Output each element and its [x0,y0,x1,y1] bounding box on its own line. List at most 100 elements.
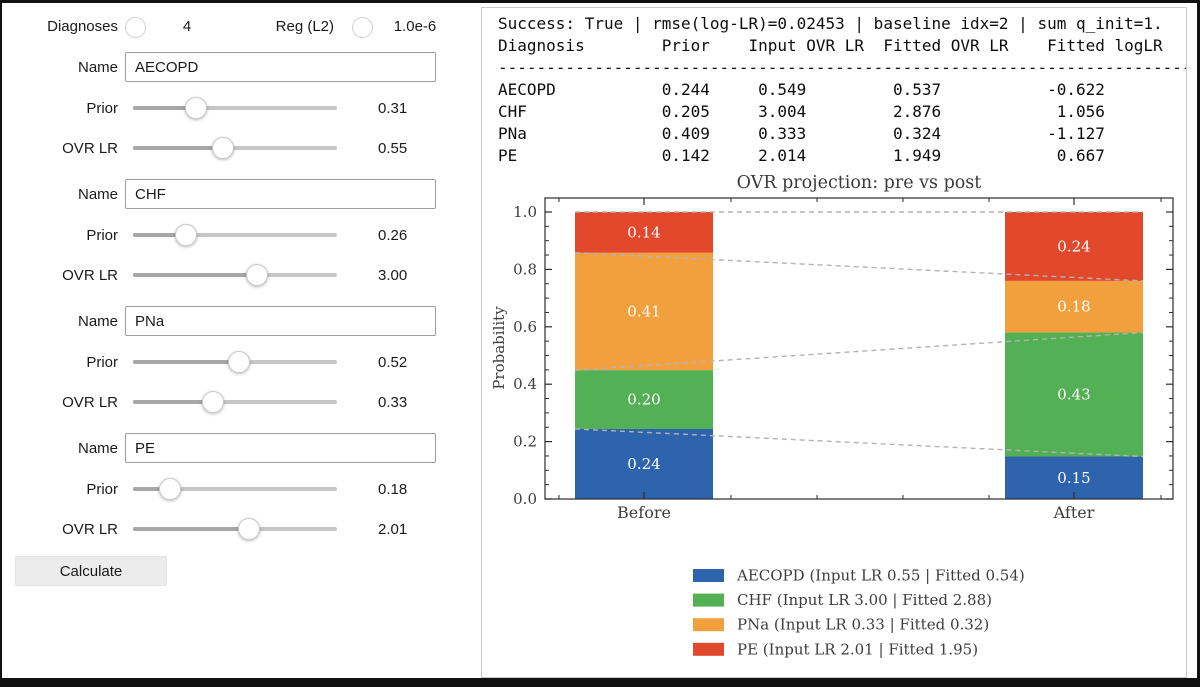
ovr-lr-slider[interactable] [133,260,337,290]
slider-track[interactable] [133,487,337,491]
slider-fill [133,487,170,491]
ovr-lr-label: OVR LR [62,139,118,157]
diagnosis-name-input[interactable] [125,52,436,82]
slider-handle[interactable] [202,391,224,413]
name-label: Name [77,185,118,203]
slider-handle[interactable] [159,478,181,500]
segment-label: 0.43 [1057,386,1090,404]
prior-slider[interactable] [133,220,337,250]
slider-track[interactable] [133,146,337,150]
name-row: Name [2,433,480,463]
segment-label: 0.24 [1057,237,1090,255]
prior-value: 0.52 [378,353,408,371]
ovr-lr-slider[interactable] [133,133,337,163]
diagnosis-name-input[interactable] [125,179,436,209]
connector-line [574,252,1144,282]
regularization-value: 1.0e-6 [393,18,437,35]
y-tick-label: 0.2 [513,433,537,451]
segment-label: 0.24 [627,455,660,473]
slider-fill [133,106,196,110]
legend-label: CHF (Input LR 3.00 | Fitted 2.88) [737,591,992,609]
app-window: Diagnoses 4 Reg (L2) 1.0e-6 Name Prior 0… [2,3,1197,678]
segment-label: 0.41 [627,302,660,320]
slider-track[interactable] [133,233,337,237]
ovr-lr-label: OVR LR [62,520,118,538]
bar-segment-aecopd-after [1005,456,1143,499]
slider-fill [133,360,239,364]
slider-track[interactable] [133,400,337,404]
slider-handle[interactable] [228,351,250,373]
diagnosis-name-input[interactable] [125,306,436,336]
slider-fill [133,273,257,277]
connector-line [574,428,1144,458]
slider-handle[interactable] [212,137,234,159]
ovr-lr-slider[interactable] [133,514,337,544]
diagnoses-count: 4 [182,18,192,35]
y-tick-label: 0.8 [513,260,537,278]
name-row: Name [2,179,480,209]
bar-segment-chf-before [575,370,713,429]
global-settings-row: Diagnoses 4 Reg (L2) 1.0e-6 [2,13,480,43]
diagnosis-group: Name Prior 0.26 OVR LR 3.00 [2,179,480,299]
slider-handle[interactable] [238,518,260,540]
bar-segment-pna-after [1005,280,1143,333]
diagnosis-name-input[interactable] [125,433,436,463]
name-label: Name [77,312,118,330]
diagnosis-group: Name Prior 0.52 OVR LR 0.33 [2,306,480,426]
y-axis-label: Probability [490,306,508,390]
ovr-lr-value: 0.33 [378,393,408,411]
calculate-button[interactable]: Calculate [15,556,167,586]
prior-label: Prior [86,226,118,244]
connector-line [574,331,1144,371]
bar-segment-pna-before [575,252,713,371]
slider-fill [133,527,249,531]
slider-handle[interactable] [175,224,197,246]
prior-slider[interactable] [133,93,337,123]
ovr-lr-label: OVR LR [62,393,118,411]
bar-segment-pe-before [575,212,713,253]
name-row: Name [2,52,480,82]
ovr-lr-slider[interactable] [133,387,337,417]
bar-segment-aecopd-before [575,428,713,499]
legend-swatch [693,618,724,632]
name-label: Name [77,58,118,76]
prior-label: Prior [86,353,118,371]
slider-fill [133,400,213,404]
y-tick-label: 0.4 [513,375,537,393]
ovr-lr-row: OVR LR 0.55 [2,133,480,163]
segment-label: 0.18 [1057,298,1090,316]
y-tick-label: 1.0 [513,203,537,221]
prior-value: 0.26 [378,226,408,244]
chart-title: OVR projection: pre vs post [737,173,982,193]
segment-label: 0.14 [627,223,660,241]
prior-row: Prior 0.52 [2,347,480,377]
prior-slider[interactable] [133,474,337,504]
prior-label: Prior [86,480,118,498]
prior-row: Prior 0.18 [2,474,480,504]
name-label: Name [77,439,118,457]
solver-output-text: Success: True | rmse(log-LR)=0.02453 | b… [498,14,1187,165]
ovr-lr-value: 3.00 [378,266,408,284]
ovr-lr-value: 2.01 [378,520,408,538]
prior-slider[interactable] [133,347,337,377]
ovr-lr-row: OVR LR 0.33 [2,387,480,417]
y-tick-label: 0.6 [513,318,537,336]
x-tick-label: Before [617,503,671,522]
regularization-stepper[interactable] [352,17,373,38]
control-panel: Diagnoses 4 Reg (L2) 1.0e-6 Name Prior 0… [2,3,480,678]
diagnoses-label: Diagnoses [47,18,118,35]
segment-label: 0.15 [1057,469,1090,487]
ovr-lr-value: 0.55 [378,139,408,157]
results-panel: Success: True | rmse(log-LR)=0.02453 | b… [481,7,1187,678]
slider-fill [133,146,223,150]
name-row: Name [2,306,480,336]
diagnosis-group: Name Prior 0.31 OVR LR 0.55 [2,52,480,172]
slider-track[interactable] [133,106,337,110]
slider-handle[interactable] [246,264,268,286]
diagnosis-group: Name Prior 0.18 OVR LR 2.01 [2,433,480,553]
y-tick-label: 0.0 [513,490,537,508]
slider-handle[interactable] [185,97,207,119]
ovr-lr-row: OVR LR 2.01 [2,514,480,544]
bar-segment-chf-after [1005,332,1143,457]
diagnoses-stepper[interactable] [125,17,146,38]
